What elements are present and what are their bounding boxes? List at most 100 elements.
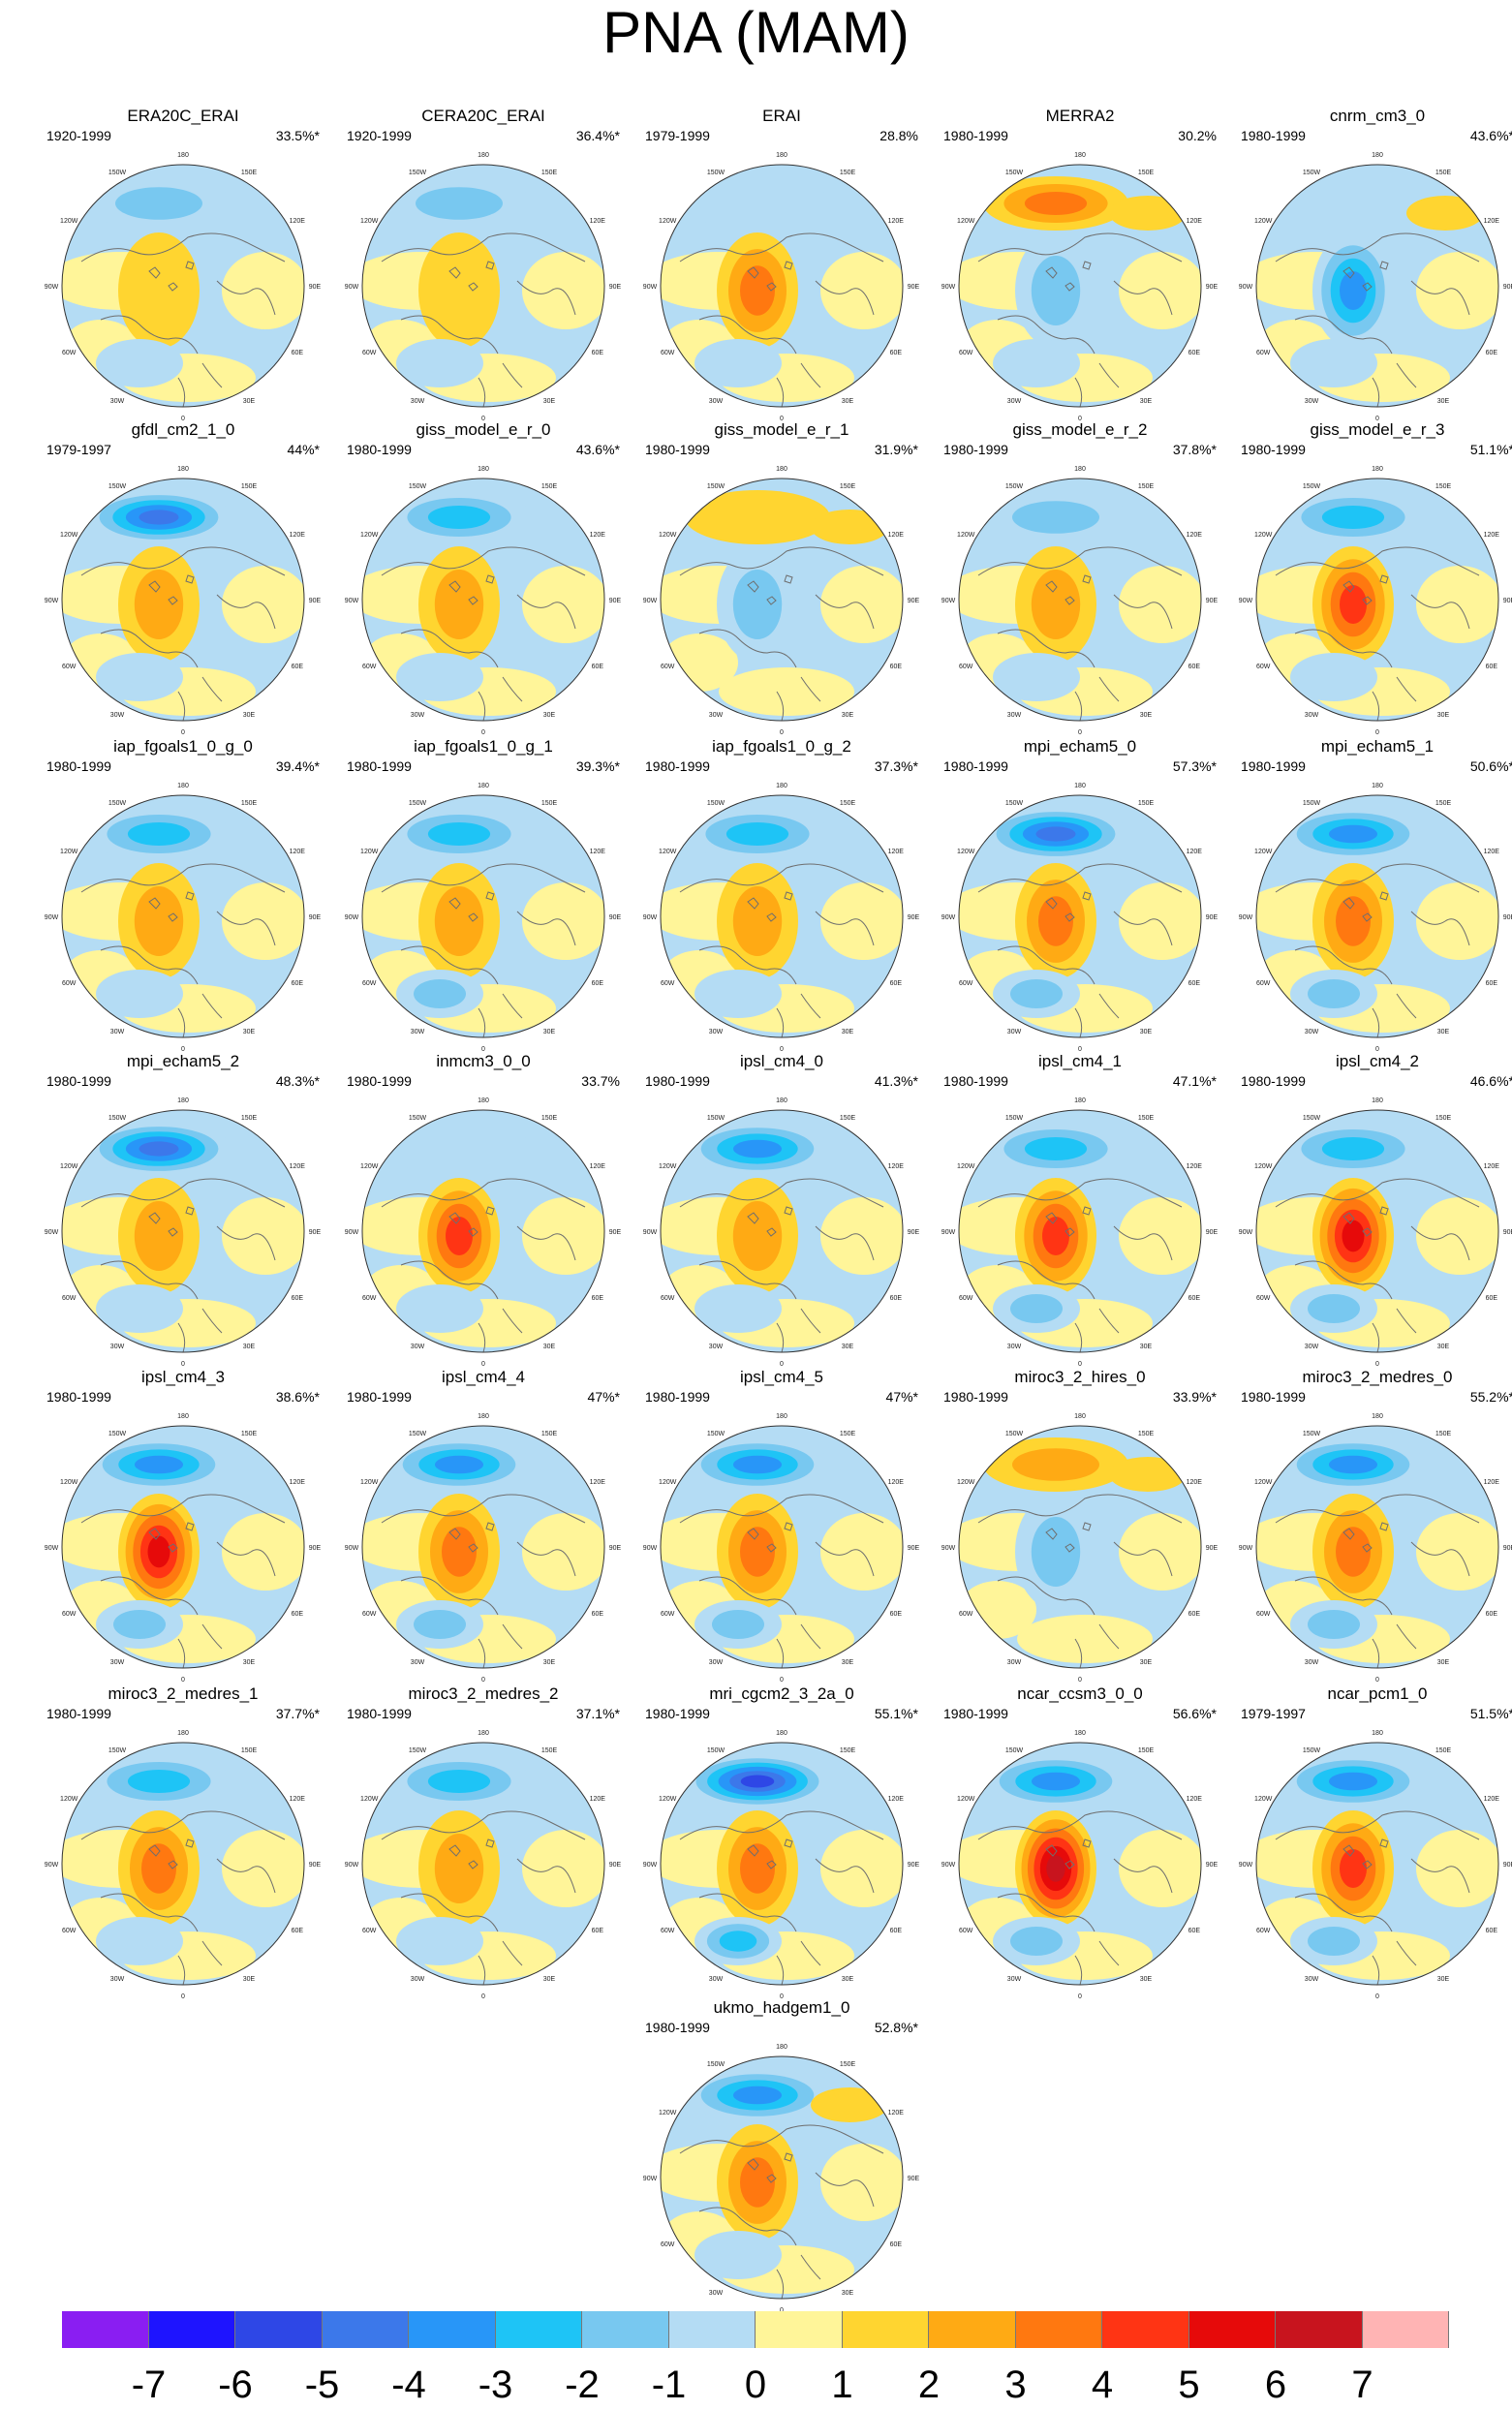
- colorbar-tick-label: -5: [304, 2364, 340, 2406]
- longitude-label: 60W: [362, 1611, 377, 1618]
- longitude-label: 60E: [592, 1928, 604, 1934]
- coastline: [400, 1893, 499, 1932]
- map-panel: CERA20C_ERAI 1920-1999 36.4%* 180 150W 150E 12…: [343, 107, 624, 426]
- longitude-label: 90E: [609, 598, 622, 604]
- coastline: [80, 1178, 286, 1208]
- longitude-label: 60E: [1188, 1928, 1201, 1934]
- longitude-label: 0: [181, 1993, 185, 2000]
- longitude-label: 30E: [842, 1659, 854, 1666]
- longitude-label: 60E: [1486, 1611, 1498, 1618]
- longitude-label: 60E: [292, 664, 304, 670]
- coastline: [815, 1225, 875, 1261]
- map-boundary: [660, 1109, 904, 1353]
- panel-title: mri_cgcm2_3_2a_0: [709, 1684, 854, 1703]
- south-lobe: [1308, 1927, 1360, 1956]
- coastline: [997, 1576, 1095, 1616]
- contour-patch: [820, 1830, 903, 1907]
- longitude-label: 90W: [643, 1862, 658, 1869]
- coastline: [698, 1576, 797, 1616]
- coastline: [148, 1522, 195, 1553]
- colorbar-swatch: [235, 2311, 323, 2348]
- colorbar-tick-label: 6: [1264, 2364, 1287, 2406]
- contour-patch: [820, 882, 903, 960]
- panel-period: 1980-1999: [347, 442, 412, 457]
- panel-title: mpi_echam5_2: [126, 1052, 240, 1070]
- longitude-label: 180: [478, 1413, 489, 1420]
- coastline: [815, 2172, 875, 2208]
- north-pacific-lobe: [127, 822, 191, 846]
- map-panel: cnrm_cm3_0 1980-1999 43.6%* 180 150W 150E 120W…: [1237, 107, 1512, 426]
- north-pacific-lobe: [1035, 826, 1076, 842]
- coastline: [400, 1576, 499, 1616]
- coastline: [698, 1260, 797, 1300]
- polar-map: 180 150W 150E 120W 120E 90W 90E 60W 60E 30W 30E 0: [1239, 783, 1512, 1053]
- longitude-label: 30W: [709, 398, 724, 405]
- longitude-label: 120W: [659, 532, 677, 539]
- coastline: [216, 280, 276, 316]
- longitude-label: 90W: [1239, 914, 1253, 921]
- map-panel: ipsl_cm4_5 1980-1999 47%* 180 150W 150E 120W 12…: [641, 1368, 922, 1687]
- longitude-label: 0: [181, 1046, 185, 1053]
- coastline: [747, 891, 793, 922]
- longitude-label: 120W: [60, 1479, 78, 1486]
- longitude-label: 120W: [957, 1796, 975, 1803]
- south-lobe: [96, 1284, 183, 1333]
- coastline: [448, 574, 495, 605]
- longitude-label: 150E: [241, 1115, 258, 1122]
- map-boundary: [361, 1109, 605, 1353]
- panel-variance: 47%*: [587, 1389, 620, 1405]
- map-panel: ERAI 1979-1999 28.8% 180 150W 150E 120W 120E 90W…: [641, 107, 922, 426]
- longitude-label: 150E: [541, 483, 558, 490]
- longitude-label: 90E: [1206, 1545, 1219, 1552]
- longitude-label: 60E: [890, 1928, 903, 1934]
- coastline: [100, 629, 199, 668]
- south-lobe: [396, 339, 483, 387]
- coastline: [1372, 993, 1417, 1037]
- longitude-label: 150W: [1303, 483, 1321, 490]
- panel-variance: 57.3%*: [1172, 758, 1217, 774]
- longitude-label: 0: [780, 2307, 784, 2314]
- contour-patch: [820, 1513, 903, 1591]
- longitude-label: 180: [478, 783, 489, 789]
- south-lobe: [1010, 1294, 1063, 1323]
- coastline: [747, 2152, 793, 2183]
- longitude-label: 60E: [1188, 980, 1201, 987]
- coastline: [1294, 1893, 1393, 1932]
- longitude-label: 90W: [45, 914, 59, 921]
- central-lobe: [1336, 1527, 1371, 1577]
- coastline: [80, 1494, 286, 1524]
- longitude-label: 150W: [707, 800, 725, 807]
- coastline: [1275, 863, 1480, 893]
- polar-map: 180 150W 150E 120W 120E 90W 90E 60W 60E 30W 30E 0: [643, 466, 920, 736]
- colorbar-tick-label: -3: [478, 2364, 513, 2406]
- panel-period: 1979-1997: [1241, 1706, 1306, 1721]
- coastline: [516, 1225, 576, 1261]
- longitude-label: 180: [1372, 1730, 1383, 1737]
- longitude-label: 150E: [1435, 1747, 1452, 1754]
- panel-variance: 31.9%*: [874, 442, 918, 457]
- longitude-label: 60W: [959, 980, 973, 987]
- coastline: [1113, 594, 1173, 630]
- longitude-label: 90E: [609, 1545, 622, 1552]
- polar-map: 180 150W 150E 120W 120E 90W 90E 60W 60E 30W 30E 0: [345, 466, 622, 736]
- panel-title: giss_model_e_r_2: [1012, 420, 1148, 439]
- longitude-label: 150E: [541, 1747, 558, 1754]
- panel-title: iap_fgoals1_0_g_0: [113, 737, 253, 756]
- coastline: [1372, 362, 1417, 407]
- coastline: [400, 1260, 499, 1300]
- longitude-label: 90W: [643, 284, 658, 291]
- longitude-label: 60W: [362, 664, 377, 670]
- longitude-label: 180: [177, 1097, 189, 1104]
- polar-map: 180 150W 150E 120W 120E 90W 90E 60W 60E 30W 30E 0: [45, 152, 322, 422]
- coastline: [216, 1225, 276, 1261]
- longitude-label: 120E: [888, 1163, 905, 1170]
- coastline: [1113, 911, 1173, 946]
- longitude-label: 30W: [411, 1976, 425, 1983]
- map-boundary: [660, 1425, 904, 1669]
- central-lobe: [434, 1834, 484, 1903]
- longitude-label: 90E: [1503, 914, 1512, 921]
- longitude-label: 60E: [1486, 350, 1498, 356]
- coastline: [516, 280, 576, 316]
- longitude-label: 0: [1375, 1993, 1379, 2000]
- longitude-label: 90W: [941, 1229, 956, 1236]
